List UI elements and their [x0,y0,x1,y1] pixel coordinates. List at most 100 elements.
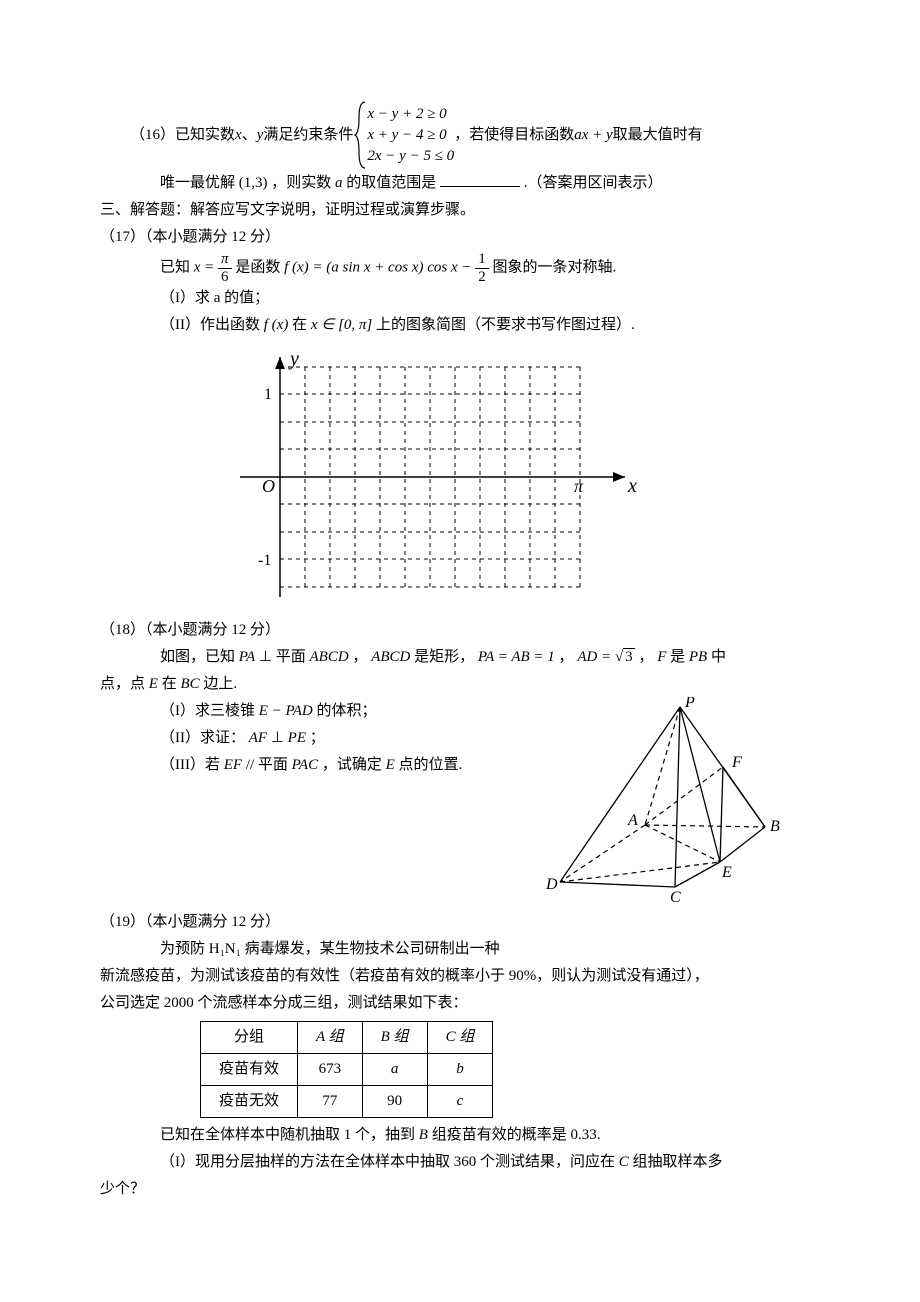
q19-after: 已知在全体样本中随机抽取 1 个，抽到 B 组疫苗有效的概率是 0.33. [100,1122,820,1149]
cell: c [427,1086,493,1118]
q19-p1: （I）现用分层抽样的方法在全体样本中抽取 360 个测试结果，问应在 C 组抽取… [100,1149,820,1176]
q19-l2: 新流感疫苗，为测试该疫苗的有效性（若疫苗有效的概率小于 90%，则认为测试没有通… [100,963,820,990]
bc: BC [180,676,199,692]
fx-expr: f (x) = (a sin x + cos x) cos x − [284,259,475,275]
var-a: a [335,175,343,191]
label-p: P [684,697,695,711]
solid-figure: P F A B E C D [540,697,780,907]
constraint-3: 2x − y − 5 ≤ 0 [367,146,454,167]
eq2-lhs: AD = [577,649,615,665]
q17: （17）（本小题满分 12 分） 已知 x = π 6 是函数 f (x) = … [100,224,820,607]
q18-line1: 如图，已知 PA ⊥ 平面 ABCD ， ABCD 是矩形， PA = AB =… [100,644,820,671]
q17-part2: （II）作出函数 f (x) 在 x ∈ [0, π] 上的图象简图（不要求书写… [100,312,820,339]
text: ，则实数 [271,175,335,191]
text: 在 [162,676,181,692]
header-c: C 组 [427,1022,493,1054]
cell: 673 [298,1054,363,1086]
row-effective: 疫苗有效 [201,1054,298,1086]
cell: a [362,1054,427,1086]
denominator: 6 [218,268,232,286]
label-f: F [731,754,742,771]
cell: b [427,1054,493,1086]
header-group: 分组 [201,1022,298,1054]
radicand: 3 [623,648,635,665]
answer-blank[interactable] [440,171,520,187]
text: （I）现用分层抽样的方法在全体样本中抽取 360 个测试结果，问应在 [160,1154,619,1170]
tick-neg1: -1 [258,552,271,569]
table-row: 疫苗无效 77 90 c [201,1086,493,1118]
e-var: E [149,676,158,692]
text: 点的位置. [399,757,463,773]
eq1: PA = AB = 1 [478,649,555,665]
q19-p1c: 少个？ [100,1176,820,1203]
abcd: ABCD [310,649,349,665]
text: ， [352,649,371,665]
q19-head: （19）（本小题满分 12 分） [100,909,820,936]
af: AF [249,730,267,746]
text: 、 [242,122,257,149]
row-ineffective: 疫苗无效 [201,1086,298,1118]
q19-l1: 为预防 H₁N₁ 病毒爆发，某生物技术公司研制出一种 [100,936,820,963]
text: ⊥ 平面 [259,649,310,665]
q16: （16）已知实数 x 、 y 满足约束条件 x − y + 2 ≥ 0 x + … [100,100,820,197]
text: 是函数 [235,259,284,275]
text: 是矩形， [414,649,478,665]
constraint-2: x + y − 4 ≥ 0 [367,125,454,146]
tick-pi: π [574,476,584,496]
text: 已知 [160,259,194,275]
text: 的取值范围是 [346,175,440,191]
text: 已知在全体样本中随机抽取 1 个，抽到 [160,1127,419,1143]
left-brace-icon [353,100,367,170]
label-c: C [670,889,681,906]
text: 上的图象简图（不要求书写作图过程）. [376,317,635,333]
pb: PB [689,649,707,665]
text: 取最大值时有 [613,122,703,149]
y-axis-label: y [288,348,299,370]
var-x: x [235,122,242,149]
text: ，若使得目标函数 [454,122,574,149]
tick-1: 1 [264,386,272,403]
text: 图象的一条对称轴. [492,259,616,275]
text: 在 [292,317,311,333]
cell: 77 [298,1086,363,1118]
objective: ax + y [574,122,612,149]
text: ，试确定 [322,757,386,773]
header-a: A 组 [298,1022,363,1054]
text: （16）已知实数 [130,122,235,149]
domain: x ∈ [0, π] [311,317,372,333]
origin-label: O [262,476,275,496]
text: ⊥ [271,730,288,746]
text: （I）求三棱锥 [160,703,259,719]
text: ， [559,649,578,665]
section-3-heading: 三、解答题：解答应写文字说明，证明过程或演算步骤。 [100,197,820,224]
label-d: D [545,876,558,893]
abcd2: ABCD [371,649,410,665]
constraint-1: x − y + 2 ≥ 0 [367,104,454,125]
fraction-pi-6: π 6 [218,251,232,285]
ef: EF [224,757,242,773]
text: （III）若 [160,757,224,773]
c-group: C [619,1154,629,1170]
fraction-half: 1 2 [475,251,489,285]
text: （II）作出函数 [160,317,264,333]
f-var: F [657,649,666,665]
x-axis-label: x [627,475,637,497]
fx: f (x) [264,317,289,333]
coordinate-grid: y x O 1 -1 π [220,347,650,607]
e-var2: E [386,757,395,773]
cell: 90 [362,1086,427,1118]
denominator: 2 [475,268,489,286]
table-row: 分组 A 组 B 组 C 组 [201,1022,493,1054]
text: .（答案用区间表示） [524,175,663,191]
q17-head: （17）（本小题满分 12 分） [100,224,820,251]
text: 如图，已知 [160,649,239,665]
label-a: A [627,812,638,829]
optimal-point: (1,3) [239,175,268,191]
sqrt3: √3 [615,644,635,671]
numerator: π [218,251,232,268]
numerator: 1 [475,251,489,268]
q19: （19）（本小题满分 12 分） 为预防 H₁N₁ 病毒爆发，某生物技术公司研制… [100,909,820,1203]
q17-line1: 已知 x = π 6 是函数 f (x) = (a sin x + cos x)… [100,251,820,285]
text: x = [194,259,218,275]
text: 中 [711,649,726,665]
